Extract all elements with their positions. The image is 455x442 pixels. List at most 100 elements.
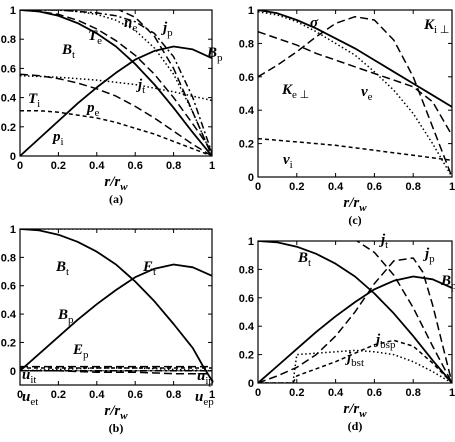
x-tick-label: 0.4 (328, 387, 344, 399)
y-tick-label: 0.4 (1, 93, 17, 105)
y-tick-label: 0.6 (239, 293, 254, 305)
curve-label: uit (22, 367, 36, 386)
y-tick-label: 1 (10, 224, 16, 236)
curve-label: jbsp (374, 332, 396, 351)
series-line-bp (258, 275, 452, 383)
series-line-ep (20, 367, 212, 372)
panel-d: 0 0.2 0.4 0.6 0.8 1 0 0.2 0.4 0.6 0.8 1 Bt jt jp Bp jbst… (239, 232, 455, 433)
x-tick-label: 1 (449, 181, 455, 193)
panel-caption: (b) (109, 421, 124, 435)
series-line- (258, 10, 452, 108)
curve-label: Ke ⊥ (281, 82, 309, 101)
x-tick-label: 0.8 (406, 387, 421, 399)
x-axis-label: r/rw (104, 403, 128, 422)
curve-label: Bp (440, 273, 455, 292)
panel-caption: (c) (348, 213, 361, 227)
y-tick-label: 0.4 (1, 309, 17, 321)
series-line-jbsp (258, 339, 452, 383)
curve-label: pi (51, 129, 64, 148)
y-tick-label: 0 (248, 172, 254, 184)
x-tick-label: 0 (255, 387, 261, 399)
plot-frame-d (257, 240, 453, 384)
x-tick-label: 0 (255, 181, 261, 193)
x-tick-label: 0.2 (51, 389, 66, 401)
x-tick-label: 0.6 (367, 181, 382, 193)
series-line-bp (20, 45, 212, 156)
curve-label: jp (423, 246, 435, 265)
curve-label: jt (136, 77, 145, 96)
y-tick-label: 1 (248, 236, 254, 248)
series-line-ke (258, 30, 452, 136)
panel-a: 0 0.2 0.4 0.6 0.8 1 0 0.2 0.4 0.6 0.8 1 Bt Te ne jp Bp jt… (1, 5, 223, 206)
y-tick-label: 1 (248, 5, 254, 17)
y-tick-label: 0 (10, 151, 16, 163)
x-tick-label: 0.6 (367, 387, 382, 399)
x-tick-label: 0.4 (89, 160, 105, 172)
panel-b: 0 0.2 0.4 0.6 0.8 1 0 0.2 0.4 0.6 0.8 1 Bt Et Bp Ep uit u… (1, 224, 215, 435)
curve-label: jt (379, 232, 388, 251)
curve-label: νe (361, 84, 373, 103)
series-line-jbst (258, 349, 452, 383)
y-tick-label: 0.6 (239, 72, 254, 84)
series-line-pe (20, 73, 212, 156)
curve-label: νi (283, 152, 293, 171)
y-tick-label: 0.6 (1, 281, 16, 293)
series-line-bt (258, 241, 452, 383)
series-line-pi (20, 109, 212, 156)
y-tick-label: 0.2 (1, 337, 16, 349)
panel-c: 0 0.2 0.4 0.6 0.8 1 0 0.2 0.4 0.6 0.8 1 σ Ki ⊥ Ke ⊥ νe ν… (239, 5, 455, 227)
curve-label: Bp (206, 45, 223, 64)
x-tick-label: 0.2 (51, 160, 66, 172)
series-line-jp (20, 10, 212, 156)
y-tick-label: 0.2 (239, 139, 254, 151)
x-tick-label: 0.6 (128, 389, 143, 401)
y-tick-label: 0.4 (239, 321, 255, 333)
curve-label: Bt (55, 259, 69, 278)
y-tick-label: 0.2 (239, 350, 254, 362)
curve-label: Ki ⊥ (423, 17, 449, 36)
y-tick-label: 1 (10, 5, 16, 17)
x-tick-label: 1 (209, 389, 215, 401)
x-tick-label: 0 (17, 389, 23, 401)
series-line-ki (258, 15, 452, 177)
series-line-te (20, 10, 212, 153)
curve-label: Ep (72, 342, 89, 361)
x-tick-label: 0.2 (289, 181, 304, 193)
series-group-d (258, 241, 452, 383)
y-tick-label: 0.4 (239, 105, 255, 117)
plot-frame-c (257, 9, 453, 178)
x-tick-label: 0.8 (166, 160, 181, 172)
y-tick-label: 0.8 (239, 38, 254, 50)
x-tick-label: 0.8 (166, 389, 181, 401)
series-group-c (258, 10, 452, 177)
curve-label: Bt (297, 250, 311, 269)
y-tick-label: 0.8 (239, 264, 254, 276)
x-tick-label: 0.8 (406, 181, 421, 193)
x-axis-label: r/rw (343, 401, 367, 420)
curve-label: jp (161, 20, 173, 39)
x-tick-label: 0.4 (328, 181, 344, 193)
panel-caption: (a) (109, 192, 123, 206)
x-tick-label: 0.4 (89, 389, 105, 401)
series-group-a (20, 10, 212, 156)
x-axis-label: r/rw (343, 195, 367, 214)
x-axis-label: r/rw (104, 174, 128, 193)
x-tick-label: 1 (209, 160, 215, 172)
series-line-i (258, 137, 452, 162)
curve-label: pe (85, 100, 100, 119)
curve-label: uip (197, 368, 214, 387)
series-line-bt (20, 229, 212, 382)
y-tick-label: 0.2 (1, 122, 16, 134)
y-tick-label: 0.8 (1, 252, 16, 264)
y-tick-label: 0.8 (1, 34, 16, 46)
series-line-jt (20, 10, 212, 156)
curve-label: Bp (57, 307, 74, 326)
series-line-bt (20, 10, 212, 156)
curve-label: σ (310, 15, 319, 31)
y-tick-label: 0 (10, 366, 16, 378)
x-tick-label: 0.6 (128, 160, 143, 172)
curve-label: Ti (28, 91, 40, 110)
series-line-ti (20, 74, 212, 102)
x-tick-label: 0 (17, 160, 23, 172)
series-line-uep (20, 370, 212, 375)
